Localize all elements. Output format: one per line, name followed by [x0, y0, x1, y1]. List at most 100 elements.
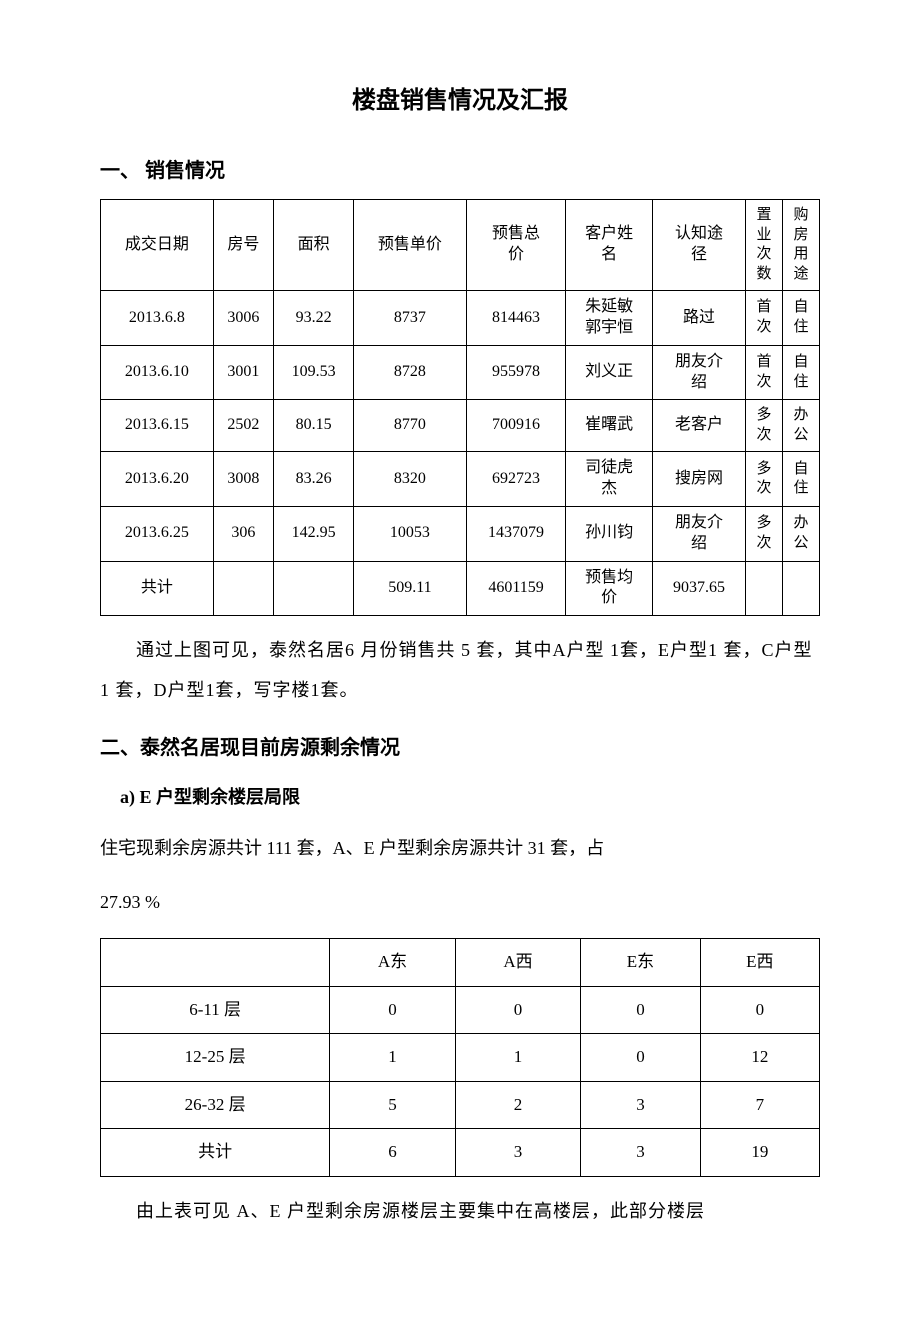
col-a-west: A西 — [455, 938, 581, 986]
cell-avg-label: 预售均价 — [566, 561, 653, 616]
cell-area: 93.22 — [274, 291, 354, 346]
cell-val: 3 — [455, 1129, 581, 1177]
cell-empty — [783, 561, 820, 616]
section2-heading: 二、泰然名居现目前房源剩余情况 — [100, 730, 820, 766]
col-room: 房号 — [213, 200, 273, 291]
cell-customer: 崔曙武 — [566, 400, 653, 452]
cell-date: 2013.6.8 — [101, 291, 214, 346]
col-blank — [101, 938, 330, 986]
cell-label: 共计 — [101, 1129, 330, 1177]
section1-heading: 一、 销售情况 — [100, 153, 820, 189]
cell-unit-price: 10053 — [354, 506, 467, 561]
cell-date: 2013.6.25 — [101, 506, 214, 561]
cell-customer: 刘义正 — [566, 345, 653, 400]
section2a-footer: 由上表可见 A、E 户型剩余房源楼层主要集中在高楼层，此部分楼层 — [100, 1192, 820, 1232]
cell-times: 多次 — [746, 400, 783, 452]
cell-val: 0 — [581, 1034, 700, 1082]
col-area: 面积 — [274, 200, 354, 291]
cell-room: 3006 — [213, 291, 273, 346]
cell-usage: 自住 — [783, 291, 820, 346]
cell-val: 3 — [581, 1129, 700, 1177]
cell-usage: 办公 — [783, 506, 820, 561]
cell-times: 首次 — [746, 345, 783, 400]
cell-val: 2 — [455, 1081, 581, 1129]
cell-unit-price: 8728 — [354, 345, 467, 400]
cell-val: 0 — [330, 986, 456, 1034]
cell-area: 83.26 — [274, 452, 354, 507]
table-row: 2013.6.10 3001 109.53 8728 955978 刘义正 朋友… — [101, 345, 820, 400]
col-e-west: E西 — [700, 938, 819, 986]
section2a-para2: 27.93 % — [100, 883, 820, 923]
cell-customer: 司徒虎杰 — [566, 452, 653, 507]
inventory-table: A东 A西 E东 E西 6-11 层 0 0 0 0 12-25 层 1 1 0… — [100, 938, 820, 1177]
cell-date: 2013.6.15 — [101, 400, 214, 452]
cell-val: 0 — [700, 986, 819, 1034]
document-title: 楼盘销售情况及汇报 — [100, 80, 820, 123]
cell-total-price: 955978 — [466, 345, 566, 400]
cell-val: 6 — [330, 1129, 456, 1177]
table-row: 2013.6.8 3006 93.22 8737 814463 朱延敏郭宇恒 路… — [101, 291, 820, 346]
cell-total-sum: 4601159 — [466, 561, 566, 616]
cell-usage: 自住 — [783, 452, 820, 507]
table-row: 共计 6 3 3 19 — [101, 1129, 820, 1177]
cell-times: 多次 — [746, 452, 783, 507]
cell-total-label: 共计 — [101, 561, 214, 616]
table-row: 6-11 层 0 0 0 0 — [101, 986, 820, 1034]
cell-label: 26-32 层 — [101, 1081, 330, 1129]
cell-avg-value: 9037.65 — [652, 561, 745, 616]
cell-room: 306 — [213, 506, 273, 561]
col-e-east: E东 — [581, 938, 700, 986]
cell-val: 0 — [455, 986, 581, 1034]
table-row: 26-32 层 5 2 3 7 — [101, 1081, 820, 1129]
cell-label: 12-25 层 — [101, 1034, 330, 1082]
cell-channel: 朋友介绍 — [652, 506, 745, 561]
cell-channel: 朋友介绍 — [652, 345, 745, 400]
cell-customer: 孙川钧 — [566, 506, 653, 561]
cell-room: 2502 — [213, 400, 273, 452]
cell-val: 3 — [581, 1081, 700, 1129]
cell-total-price: 1437079 — [466, 506, 566, 561]
cell-val: 1 — [455, 1034, 581, 1082]
cell-label: 6-11 层 — [101, 986, 330, 1034]
table-total-row: 共计 509.11 4601159 预售均价 9037.65 — [101, 561, 820, 616]
col-channel: 认知途径 — [652, 200, 745, 291]
cell-unit-price: 8737 — [354, 291, 467, 346]
table-header-row: 成交日期 房号 面积 预售单价 预售总价 客户姓名 认知途径 置业次数 购房用途 — [101, 200, 820, 291]
col-purchase-times: 置业次数 — [746, 200, 783, 291]
col-date: 成交日期 — [101, 200, 214, 291]
table-row: 2013.6.20 3008 83.26 8320 692723 司徒虎杰 搜房… — [101, 452, 820, 507]
cell-val: 7 — [700, 1081, 819, 1129]
cell-total-price: 692723 — [466, 452, 566, 507]
cell-usage: 办公 — [783, 400, 820, 452]
cell-area-sum: 509.11 — [354, 561, 467, 616]
cell-date: 2013.6.10 — [101, 345, 214, 400]
cell-channel: 搜房网 — [652, 452, 745, 507]
sales-table: 成交日期 房号 面积 预售单价 预售总价 客户姓名 认知途径 置业次数 购房用途… — [100, 199, 820, 616]
table-row: 12-25 层 1 1 0 12 — [101, 1034, 820, 1082]
cell-val: 0 — [581, 986, 700, 1034]
cell-total-price: 700916 — [466, 400, 566, 452]
col-total-price: 预售总价 — [466, 200, 566, 291]
table-row: 2013.6.25 306 142.95 10053 1437079 孙川钧 朋… — [101, 506, 820, 561]
cell-area: 80.15 — [274, 400, 354, 452]
cell-times: 首次 — [746, 291, 783, 346]
cell-val: 1 — [330, 1034, 456, 1082]
cell-room: 3008 — [213, 452, 273, 507]
col-unit-price: 预售单价 — [354, 200, 467, 291]
cell-unit-price: 8770 — [354, 400, 467, 452]
section1-paragraph: 通过上图可见，泰然名居6 月份销售共 5 套，其中A户型 1套，E户型1 套，C… — [100, 631, 820, 710]
table-header-row: A东 A西 E东 E西 — [101, 938, 820, 986]
cell-val: 12 — [700, 1034, 819, 1082]
cell-date: 2013.6.20 — [101, 452, 214, 507]
cell-room: 3001 — [213, 345, 273, 400]
cell-unit-price: 8320 — [354, 452, 467, 507]
cell-total-price: 814463 — [466, 291, 566, 346]
cell-area: 109.53 — [274, 345, 354, 400]
table-row: 2013.6.15 2502 80.15 8770 700916 崔曙武 老客户… — [101, 400, 820, 452]
section2a-para1: 住宅现剩余房源共计 111 套，A、E 户型剩余房源共计 31 套，占 — [100, 829, 820, 869]
cell-times: 多次 — [746, 506, 783, 561]
cell-customer: 朱延敏郭宇恒 — [566, 291, 653, 346]
col-customer: 客户姓名 — [566, 200, 653, 291]
cell-empty — [213, 561, 273, 616]
cell-area: 142.95 — [274, 506, 354, 561]
